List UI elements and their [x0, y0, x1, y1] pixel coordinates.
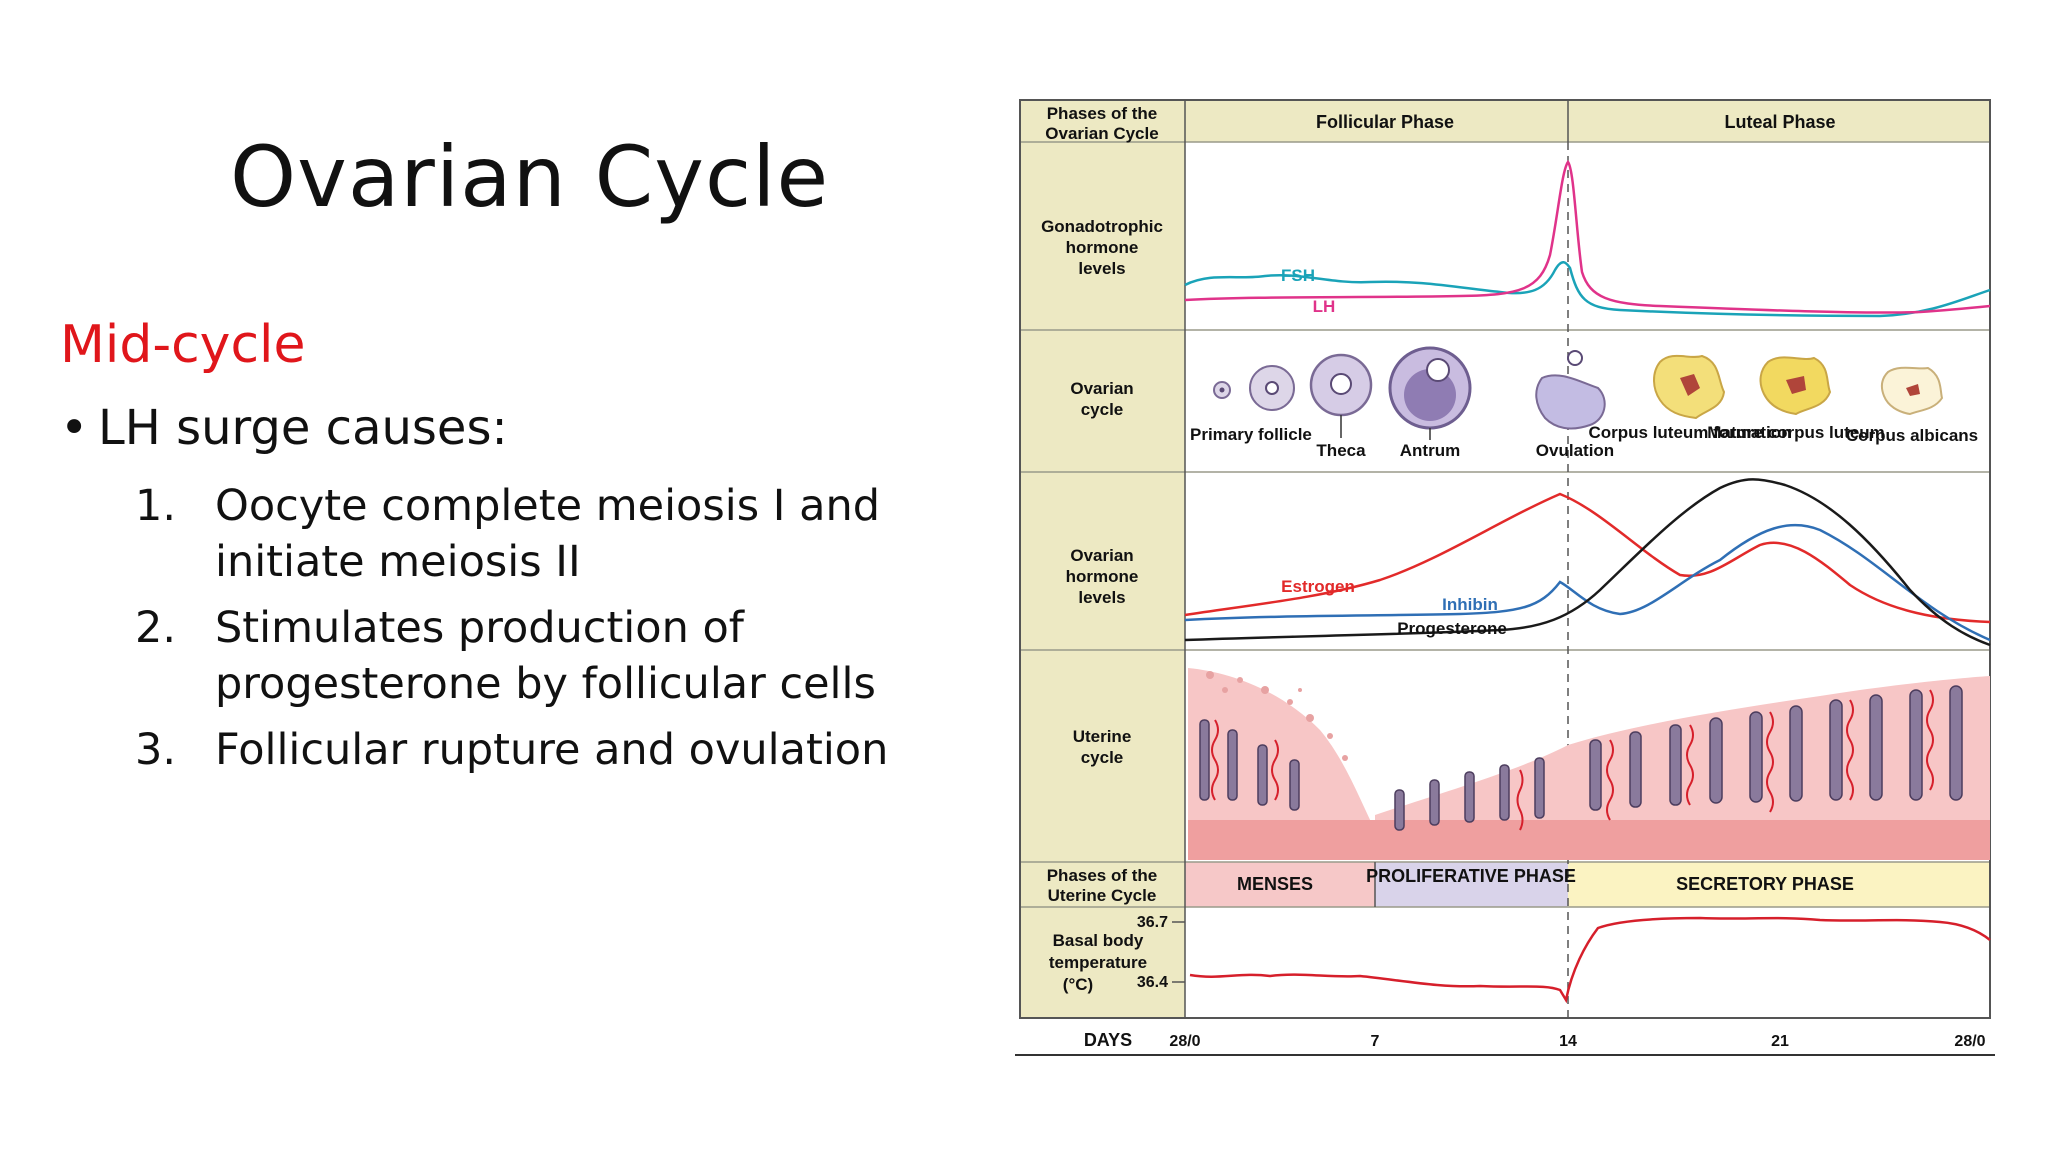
bullet-lh-surge: • LH surge causes: — [60, 400, 508, 456]
corpus-albicans-core — [1906, 384, 1920, 396]
menses-label: MENSES — [1237, 874, 1313, 894]
proliferative-label: PROLIFERATIVE PHASE — [1366, 866, 1576, 886]
basal-layer — [1188, 820, 1990, 860]
fsh-label: FSH — [1281, 266, 1315, 285]
row-label-uterine-phases-line2: Uterine Cycle — [1048, 886, 1157, 905]
row-label-uterine-cycle-line2: cycle — [1081, 748, 1124, 767]
row-label-gonadotrophic-line2: hormone — [1066, 238, 1139, 257]
ovulation-follicle-icon — [1535, 374, 1606, 430]
day-tick-21: 21 — [1771, 1033, 1789, 1050]
released-oocyte-icon — [1567, 350, 1583, 366]
bbt-tick-marks — [1172, 921, 1185, 983]
mature-corpus-luteum-core — [1786, 376, 1806, 394]
follicle-stages — [1213, 346, 1944, 440]
row-label-ovarian-cycle-line1: Ovarian — [1070, 379, 1133, 398]
stage-label-ovulation: Ovulation — [1536, 441, 1614, 460]
bullet-dot: • — [60, 400, 89, 456]
day-tick-28: 28/0 — [1954, 1033, 1985, 1050]
uterine-lining-illustration — [1188, 668, 1990, 860]
stage-label-corpus-albicans: Corpus albicans — [1846, 426, 1978, 445]
figure-frame — [1019, 99, 1991, 1019]
progesterone-label: Progesterone — [1397, 619, 1507, 638]
fsh-curve — [1184, 261, 1991, 318]
list-item-text: Stimulates production of progesterone by… — [215, 603, 876, 709]
inhibin-label: Inhibin — [1442, 595, 1498, 614]
day-tick-0: 28/0 — [1169, 1033, 1200, 1050]
row-label-bbt-line1: Basal body — [1053, 931, 1144, 950]
row-label-gonadotrophic-line1: Gonadotrophic — [1041, 217, 1163, 236]
list-item-text: Oocyte complete meiosis I and initiate m… — [215, 481, 881, 587]
menses-bar — [1185, 862, 1375, 907]
row-label-ovarian-phases-line1: Phases of the — [1047, 104, 1158, 123]
shedding-fragments — [1206, 671, 1348, 761]
days-label: DAYS — [1084, 1030, 1132, 1050]
secretory-label: SECRETORY PHASE — [1676, 874, 1854, 894]
stage-label-primary-follicle: Primary follicle — [1190, 425, 1312, 444]
stage-label-mature-corpus-luteum: Mature corpus luteum — [1707, 423, 1885, 442]
proliferative-bar — [1375, 862, 1568, 907]
row-label-ovarian-hormones-line2: hormone — [1066, 567, 1139, 586]
ovarian-phase-bar — [1185, 100, 1990, 142]
theca-follicle-oocyte — [1330, 373, 1352, 395]
primary-follicle-nucleus — [1219, 387, 1225, 393]
day-tick-7: 7 — [1371, 1033, 1380, 1050]
antrum-cavity — [1404, 369, 1456, 421]
lh-label: LH — [1313, 297, 1336, 316]
lh-curve — [1184, 159, 1991, 314]
list-item-1: 1. Oocyte complete meiosis I and initiate… — [135, 478, 935, 590]
list-item-text: Follicular rupture and ovulation — [215, 725, 889, 775]
list-item-number: 1. — [135, 481, 177, 531]
row-label-uterine-phases-line1: Phases of the — [1047, 866, 1158, 885]
antrum-oocyte — [1426, 358, 1450, 382]
list-item-3: 3. Follicular rupture and ovulation — [135, 722, 935, 778]
row-label-ovarian-phases-line2: Ovarian Cycle — [1045, 124, 1158, 143]
secretory-bar — [1568, 862, 1990, 907]
menses-lining — [1188, 668, 1375, 860]
secondary-follicle-oocyte — [1265, 381, 1279, 395]
spiral-arteries — [1211, 689, 1934, 831]
row-label-ovarian-hormones-line1: Ovarian — [1070, 546, 1133, 565]
row-label-ovarian-cycle-line2: cycle — [1081, 400, 1124, 419]
row-label-bbt-line2: temperature — [1049, 953, 1147, 972]
follicular-phase-label: Follicular Phase — [1316, 112, 1454, 132]
inhibin-curve — [1184, 523, 1991, 642]
row-label-bbt-line3: (°C) — [1063, 975, 1093, 994]
stage-label-theca: Theca — [1316, 441, 1366, 460]
row-label-uterine-cycle-line1: Uterine — [1073, 727, 1132, 746]
corpus-luteum-formation-core — [1680, 374, 1700, 396]
bbt-curve — [1189, 916, 1991, 1004]
bbt-tick-36-4: 36.4 — [1137, 974, 1168, 991]
progesterone-curve — [1184, 478, 1991, 647]
list-item-number: 3. — [135, 725, 177, 775]
estrogen-label: Estrogen — [1281, 577, 1355, 596]
estrogen-curve — [1184, 492, 1991, 624]
row-label-ovarian-hormones-line3: levels — [1078, 588, 1125, 607]
day-tick-14: 14 — [1559, 1033, 1577, 1050]
label-column — [1020, 100, 1185, 1018]
list-item-2: 2. Stimulates production of progesterone … — [135, 600, 935, 712]
uterine-glands — [1199, 685, 1963, 831]
row-label-gonadotrophic-line3: levels — [1078, 259, 1125, 278]
subheading-mid-cycle: Mid-cycle — [60, 315, 306, 375]
bbt-tick-36-7: 36.7 — [1137, 914, 1168, 931]
stage-label-antrum: Antrum — [1400, 441, 1460, 460]
bullet-text: LH surge causes: — [98, 400, 508, 456]
slide-title: Ovarian Cycle — [230, 128, 830, 226]
luteal-phase-label: Luteal Phase — [1724, 112, 1835, 132]
stage-label-corpus-luteum-formation: Corpus luteum formation — [1588, 423, 1791, 442]
list-item-number: 2. — [135, 603, 177, 653]
